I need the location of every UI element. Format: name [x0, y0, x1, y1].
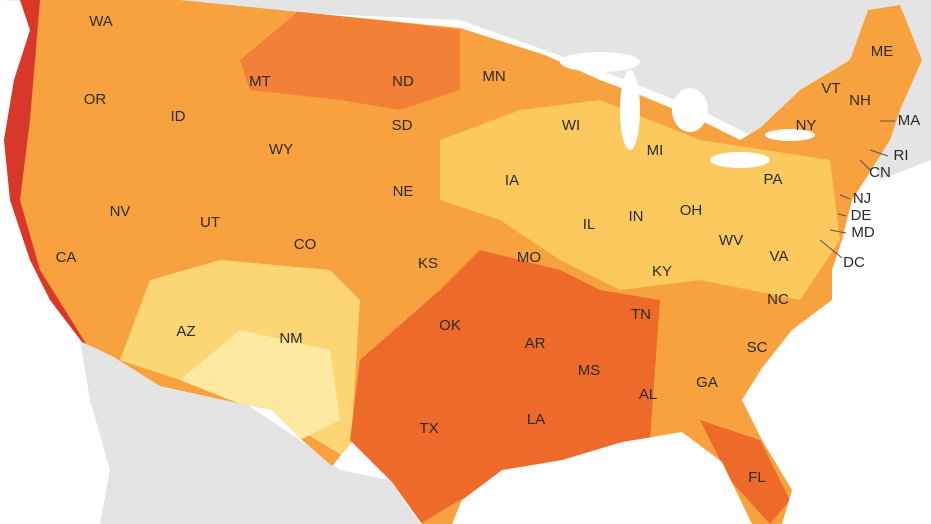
- state-label: KS: [418, 255, 438, 272]
- state-label: GA: [696, 374, 718, 391]
- state-label: VT: [821, 80, 840, 97]
- state-label: IN: [629, 208, 644, 225]
- leader-lines: [819, 120, 895, 259]
- state-label: AL: [639, 386, 657, 403]
- state-label: PA: [764, 171, 783, 188]
- hot-zone: [700, 420, 790, 524]
- cool-zone: [440, 100, 840, 300]
- state-label: NC: [767, 291, 789, 308]
- state-label: MD: [851, 224, 874, 241]
- canada: [0, 0, 931, 180]
- state-label: OH: [680, 202, 703, 219]
- state-label: CO: [294, 236, 317, 253]
- lake: [620, 70, 640, 150]
- state-label: NV: [110, 203, 131, 220]
- state-label: NH: [849, 92, 871, 109]
- leader-line: [869, 149, 889, 157]
- state-label: AR: [525, 335, 546, 352]
- state-label: MS: [578, 362, 601, 379]
- state-label: MT: [249, 73, 271, 90]
- state-label: RI: [894, 147, 909, 164]
- state-label: CA: [56, 249, 77, 266]
- state-label: ME: [871, 43, 894, 60]
- state-label: NY: [796, 117, 817, 134]
- state-label: DC: [843, 254, 865, 271]
- lake: [765, 129, 815, 141]
- state-label: WI: [562, 117, 580, 134]
- leader-line: [819, 239, 843, 259]
- state-label: WA: [89, 13, 113, 30]
- state-label: MN: [482, 68, 505, 85]
- state-label: OR: [84, 91, 107, 108]
- state-label: DE: [851, 207, 872, 224]
- state-label: TN: [631, 306, 651, 323]
- leader-line: [837, 213, 847, 217]
- state-label: LA: [527, 411, 545, 428]
- state-labels: WA OR CA NV ID MT WY UT CO AZ NM ND SD N…: [56, 13, 921, 486]
- state-label: OK: [439, 317, 461, 334]
- lake: [672, 88, 708, 132]
- state-label: MO: [517, 249, 541, 266]
- state-label: KY: [652, 263, 672, 280]
- leader-line: [829, 229, 847, 234]
- state-label: UT: [200, 214, 220, 231]
- leader-line: [839, 194, 851, 200]
- state-label: TX: [419, 420, 438, 437]
- lake: [710, 152, 770, 168]
- state-label: WY: [269, 141, 293, 158]
- state-label: AZ: [176, 323, 195, 340]
- state-label: NM: [279, 330, 302, 347]
- leader-line: [859, 159, 871, 171]
- coolest-zone: [180, 330, 340, 440]
- state-label: SC: [747, 339, 768, 356]
- state-label: IA: [505, 172, 519, 189]
- state-label: MA: [898, 112, 921, 129]
- state-label: ND: [392, 73, 414, 90]
- state-label: IL: [583, 216, 596, 233]
- state-label: MI: [647, 142, 664, 159]
- lake: [560, 52, 640, 72]
- state-label: NJ: [853, 190, 871, 207]
- state-label: VA: [770, 248, 789, 265]
- hot-zone: [240, 10, 460, 110]
- state-label: CN: [869, 164, 891, 181]
- state-label: NE: [393, 183, 414, 200]
- state-label: FL: [748, 469, 766, 486]
- state-label: ID: [171, 108, 186, 125]
- state-label: SD: [392, 117, 413, 134]
- state-label: WV: [719, 232, 743, 249]
